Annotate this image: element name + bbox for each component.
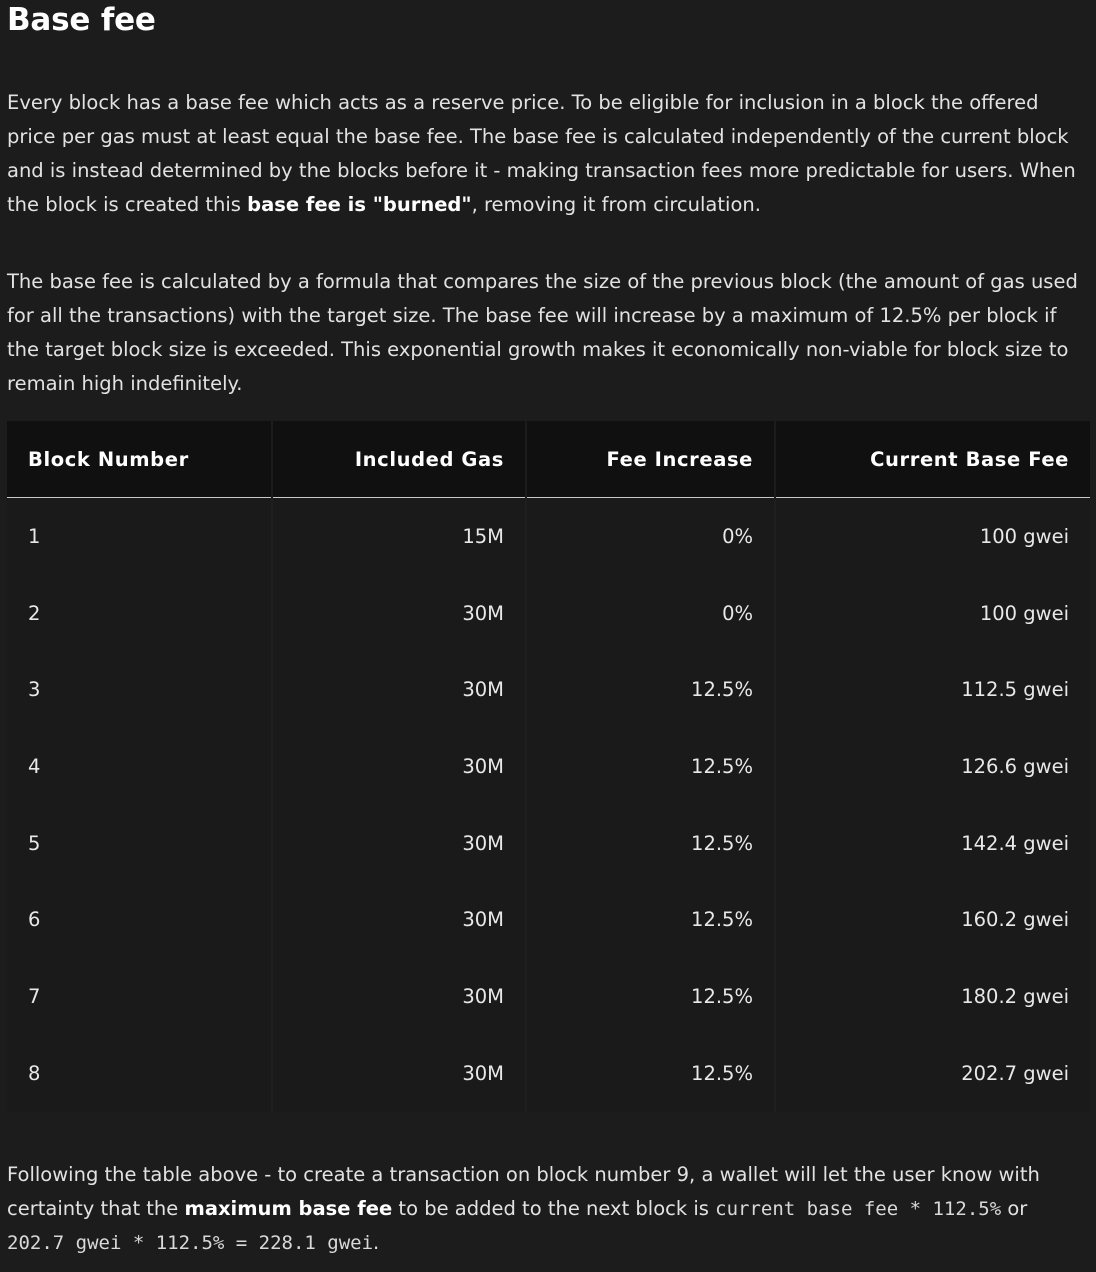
cell-block-number: 7 (7, 958, 272, 1035)
table-row: 4 30M 12.5% 126.6 gwei (7, 728, 1090, 805)
cell-current-base-fee: 126.6 gwei (774, 728, 1090, 805)
header-included-gas: Included Gas (271, 421, 526, 498)
cell-included-gas: 30M (271, 574, 526, 652)
max-fee-text-middle: to be added to the next block is (392, 1197, 716, 1220)
intro-text: Every block has a base fee which acts as… (7, 91, 1076, 216)
cell-fee-increase: 12.5% (525, 728, 775, 805)
cell-block-number: 2 (7, 574, 272, 652)
table-header: Block Number Included Gas Fee Increase C… (7, 421, 1090, 498)
cell-fee-increase: 12.5% (525, 651, 775, 729)
cell-included-gas: 30M (271, 1034, 526, 1112)
table-row: 6 30M 12.5% 160.2 gwei (7, 881, 1090, 959)
cell-included-gas: 30M (271, 958, 526, 1035)
cell-current-base-fee: 160.2 gwei (774, 881, 1090, 959)
cell-fee-increase: 0% (525, 497, 775, 575)
cell-included-gas: 15M (271, 497, 526, 575)
cell-block-number: 6 (7, 881, 272, 959)
burned-emphasis: base fee is "burned" (247, 193, 472, 216)
table-row: 3 30M 12.5% 112.5 gwei (7, 651, 1090, 729)
cell-block-number: 5 (7, 804, 272, 882)
cell-block-number: 1 (7, 497, 272, 575)
header-block-number: Block Number (7, 421, 272, 498)
base-fee-intro-paragraph: Every block has a base fee which acts as… (7, 86, 1089, 222)
cell-current-base-fee: 180.2 gwei (774, 958, 1090, 1035)
intro-text-end: , removing it from circulation. (471, 193, 761, 216)
cell-included-gas: 30M (271, 881, 526, 959)
table-row: 7 30M 12.5% 180.2 gwei (7, 958, 1090, 1035)
header-current-base-fee: Current Base Fee (774, 421, 1090, 498)
cell-block-number: 8 (7, 1034, 272, 1112)
calculation-code: 202.7 gwei * 112.5% = 228.1 gwei (7, 1232, 374, 1254)
or-text: or (1001, 1197, 1028, 1220)
base-fee-formula-paragraph: The base fee is calculated by a formula … (7, 270, 1078, 395)
table-row: 5 30M 12.5% 142.4 gwei (7, 804, 1090, 882)
table-row: 2 30M 0% 100 gwei (7, 574, 1090, 652)
table-header-row: Block Number Included Gas Fee Increase C… (7, 421, 1090, 498)
cell-fee-increase: 12.5% (525, 881, 775, 959)
cell-current-base-fee: 112.5 gwei (774, 651, 1090, 729)
table-row: 8 30M 12.5% 202.7 gwei (7, 1034, 1090, 1112)
section-heading: Base fee (7, 2, 156, 38)
sentence-end: . (373, 1231, 380, 1254)
cell-included-gas: 30M (271, 651, 526, 729)
table-body: 1 15M 0% 100 gwei 2 30M 0% 100 gwei 3 30… (7, 497, 1090, 1112)
cell-fee-increase: 12.5% (525, 1034, 775, 1112)
table-row: 1 15M 0% 100 gwei (7, 497, 1090, 575)
cell-current-base-fee: 100 gwei (774, 497, 1090, 575)
cell-current-base-fee: 100 gwei (774, 574, 1090, 652)
cell-current-base-fee: 202.7 gwei (774, 1034, 1090, 1112)
cell-included-gas: 30M (271, 804, 526, 882)
cell-fee-increase: 0% (525, 574, 775, 652)
max-base-fee-emphasis: maximum base fee (184, 1197, 393, 1220)
cell-fee-increase: 12.5% (525, 804, 775, 882)
max-base-fee-paragraph: Following the table above - to create a … (7, 1158, 1089, 1260)
header-fee-increase: Fee Increase (525, 421, 775, 498)
cell-included-gas: 30M (271, 728, 526, 805)
cell-block-number: 4 (7, 728, 272, 805)
cell-fee-increase: 12.5% (525, 958, 775, 1035)
base-fee-table: Block Number Included Gas Fee Increase C… (7, 421, 1090, 1112)
cell-block-number: 3 (7, 651, 272, 729)
formula-code: current base fee * 112.5% (715, 1198, 1002, 1220)
max-fee-text: Following the table above - to create a … (7, 1163, 1040, 1220)
base-fee-table-container: Block Number Included Gas Fee Increase C… (7, 421, 1090, 1112)
cell-current-base-fee: 142.4 gwei (774, 804, 1090, 882)
